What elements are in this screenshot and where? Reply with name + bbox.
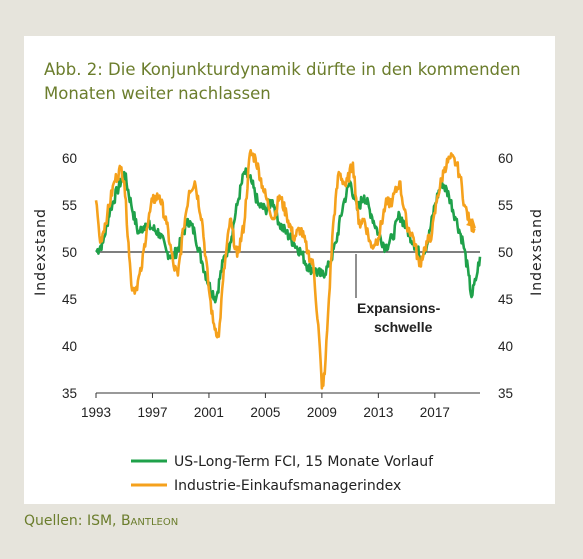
chart-title-line-2: Monaten weiter nachlassen <box>44 84 271 103</box>
y-tick-left-35: 35 <box>62 386 77 401</box>
y-tick-left-40: 40 <box>62 339 77 354</box>
y-tick-right-45: 45 <box>498 292 513 307</box>
source-note: Quellen: ISM, Bantleon <box>24 513 178 529</box>
x-tick-label-1993: 1993 <box>81 405 111 420</box>
y-tick-right-60: 60 <box>498 151 513 166</box>
x-tick-label-2005: 2005 <box>250 405 280 420</box>
x-tick-label-2009: 2009 <box>307 405 337 420</box>
y-tick-left-60: 60 <box>62 151 77 166</box>
y-tick-left-45: 45 <box>62 292 77 307</box>
annotation-line-1: Expansions- <box>357 300 441 316</box>
y-tick-right-50: 50 <box>498 245 513 260</box>
y-tick-right-55: 55 <box>498 198 513 213</box>
y-axis-label-left: Indexstand <box>33 208 49 296</box>
annotation-line-2: schwelle <box>374 319 433 335</box>
trend-arrow-head <box>466 218 476 228</box>
x-tick-label-2001: 2001 <box>194 405 224 420</box>
series-line-pmi <box>94 149 476 390</box>
chart-title: Abb. 2: Die Konjunkturdynamik dürfte in … <box>44 58 544 106</box>
series-line-fci <box>95 167 482 304</box>
chart-title-line-1: Abb. 2: Die Konjunkturdynamik dürfte in … <box>44 60 521 79</box>
x-tick-label-2017: 2017 <box>420 405 450 420</box>
y-tick-right-40: 40 <box>498 339 513 354</box>
source-prefix: Quellen: ISM, <box>24 513 121 529</box>
y-tick-right-35: 35 <box>498 386 513 401</box>
chart-panel <box>24 36 555 504</box>
legend-label-pmi: Industrie-Einkaufsmanagerindex <box>174 478 401 494</box>
source-bantleon: Bantleon <box>120 513 179 529</box>
x-tick-label-2013: 2013 <box>363 405 393 420</box>
y-tick-left-50: 50 <box>62 245 77 260</box>
x-tick-label-1997: 1997 <box>137 405 167 420</box>
legend-label-fci: US-Long-Term FCI, 15 Monate Vorlauf <box>174 454 434 470</box>
y-tick-left-55: 55 <box>62 198 77 213</box>
y-axis-label-right: Indexstand <box>529 208 545 296</box>
